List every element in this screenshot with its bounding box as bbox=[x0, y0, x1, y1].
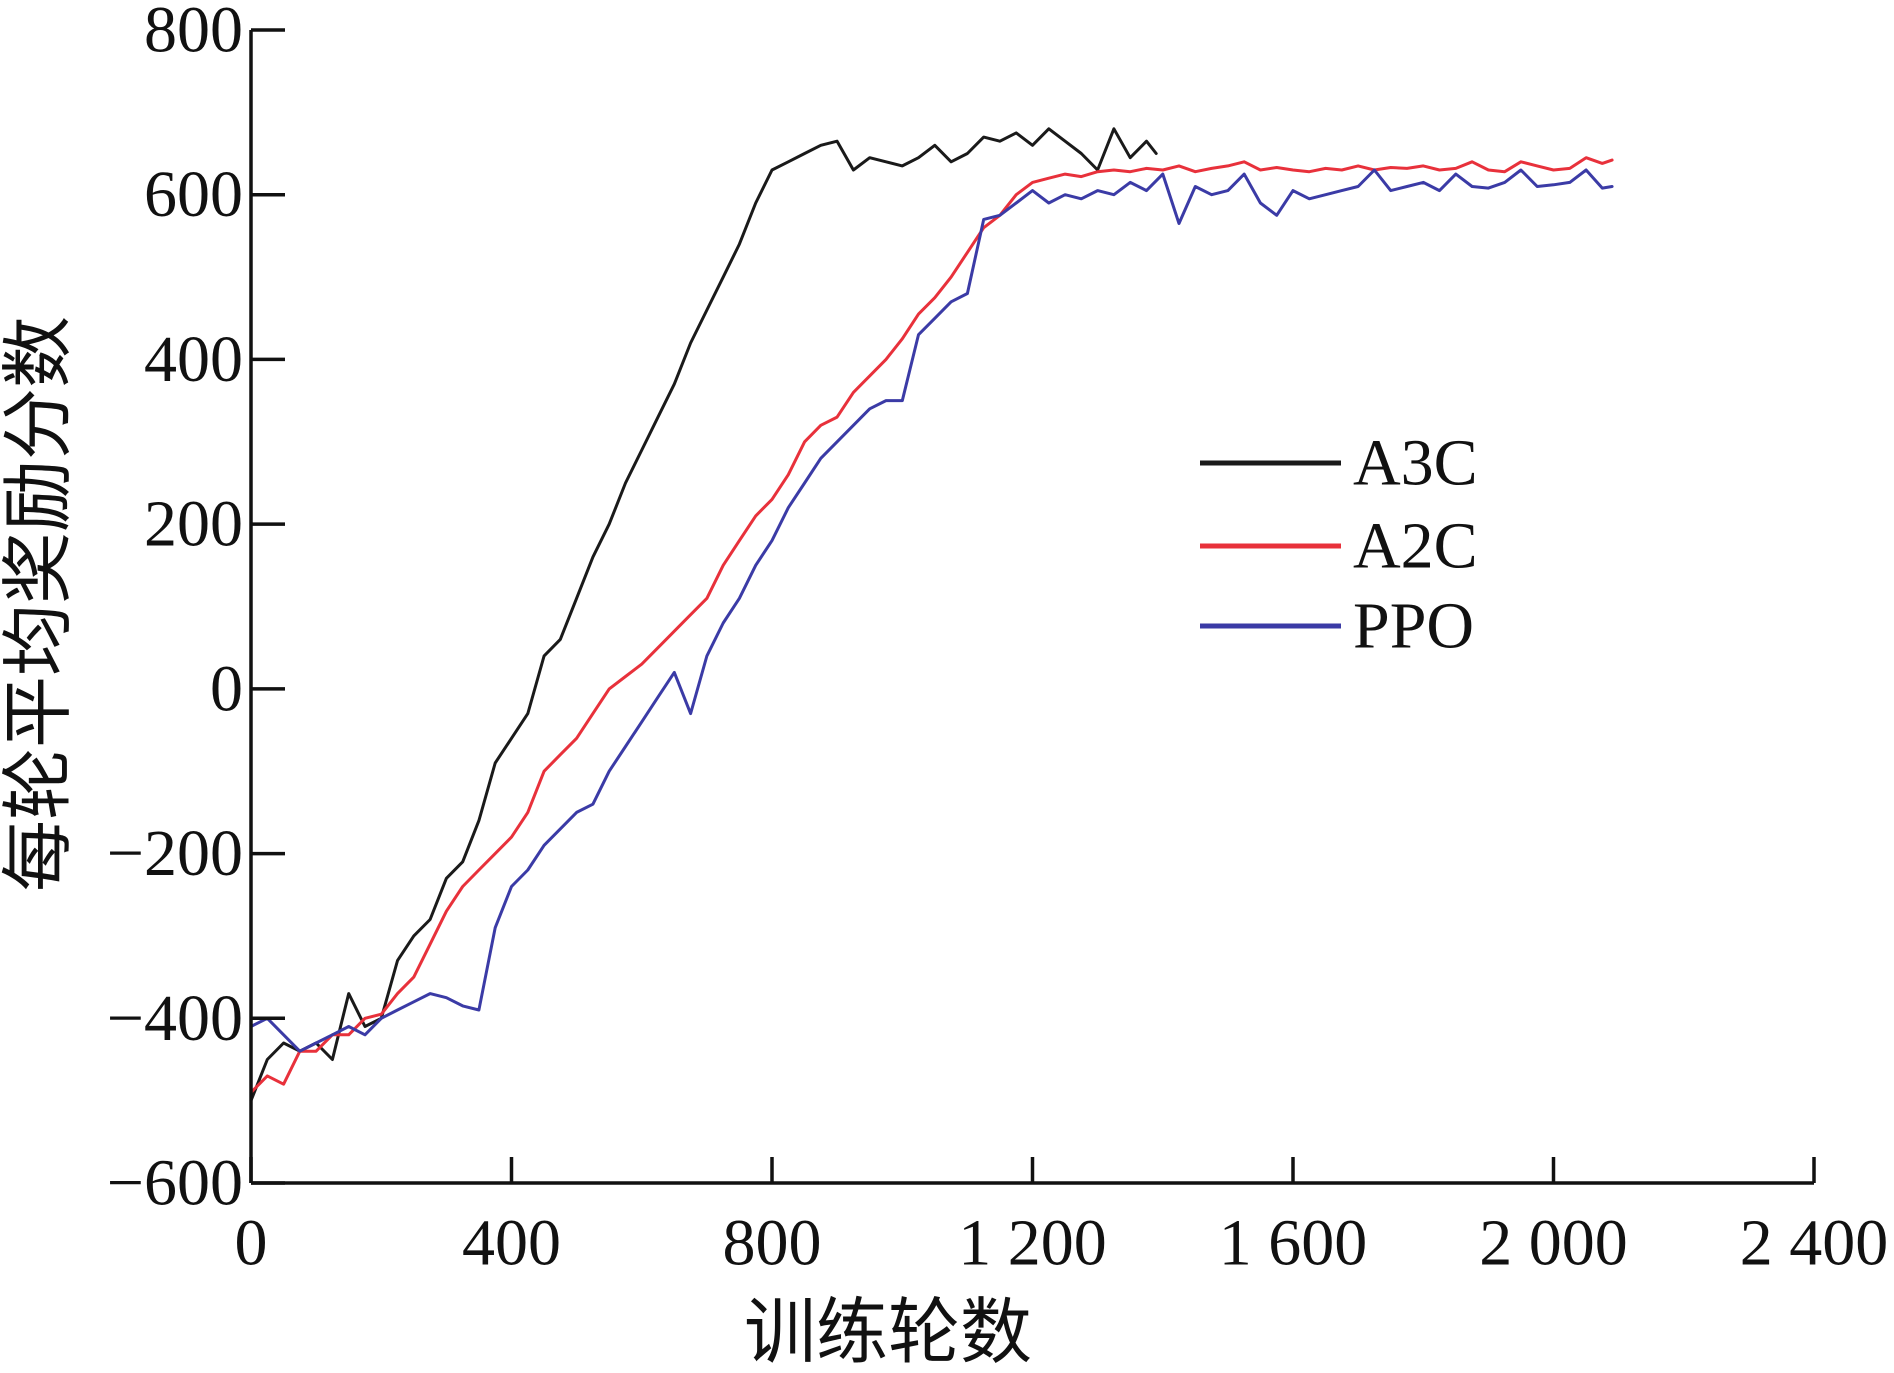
axis-ticks bbox=[249, 28, 1816, 1185]
axes bbox=[249, 30, 1814, 1185]
y-tick-label: 800 bbox=[144, 0, 243, 67]
legend-label-a2c: A2C bbox=[1353, 510, 1478, 583]
legend-label-a3c: A3C bbox=[1353, 427, 1478, 500]
y-tick-label: −400 bbox=[107, 982, 243, 1055]
y-axis-title: 每轮平均奖励分数 bbox=[0, 316, 79, 892]
x-tick-label: 0 bbox=[235, 1207, 268, 1280]
legend: A3C A2C PPO bbox=[1200, 427, 1478, 663]
y-tick-label: 400 bbox=[144, 323, 243, 396]
legend-item-a2c: A2C bbox=[1200, 510, 1478, 583]
x-axis-title: 训练轮数 bbox=[744, 1293, 1032, 1373]
series-line-ppo bbox=[249, 168, 1614, 1053]
x-tick-label: 1 600 bbox=[1219, 1207, 1368, 1280]
y-tick-label: −600 bbox=[107, 1147, 243, 1220]
y-tick-label: −200 bbox=[107, 817, 243, 890]
x-tick-label: 400 bbox=[462, 1207, 561, 1280]
y-tick-label: 0 bbox=[210, 652, 243, 725]
y-tick-label: 600 bbox=[144, 158, 243, 231]
series-lines bbox=[249, 127, 1614, 1103]
x-tick-label: 2 000 bbox=[1479, 1207, 1628, 1280]
series-line-a2c bbox=[249, 156, 1614, 1094]
series-line-a3c bbox=[249, 127, 1158, 1103]
legend-label-ppo: PPO bbox=[1353, 590, 1474, 663]
y-tick-label: 200 bbox=[144, 488, 243, 561]
x-tick-label: 1 200 bbox=[958, 1207, 1107, 1280]
x-tick-label: 800 bbox=[723, 1207, 822, 1280]
legend-item-a3c: A3C bbox=[1200, 427, 1478, 500]
x-tick-label: 2 400 bbox=[1740, 1207, 1889, 1280]
legend-item-ppo: PPO bbox=[1200, 590, 1474, 663]
